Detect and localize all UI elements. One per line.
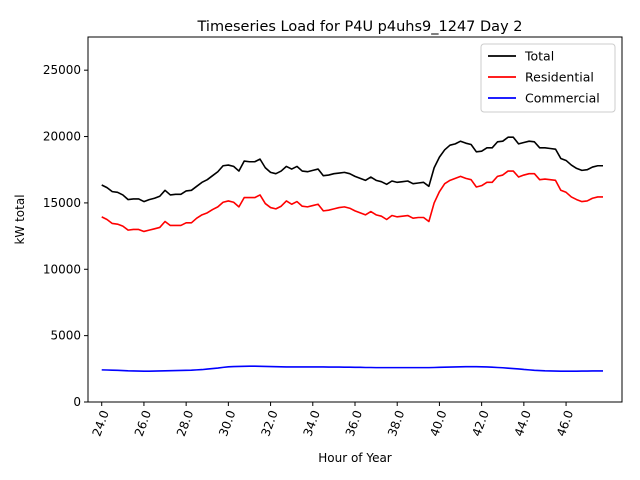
legend-box: [480, 43, 616, 113]
plot-frame: [87, 36, 623, 403]
series-line-commercial: [101, 365, 603, 373]
y-tick-label: 0: [73, 395, 81, 409]
y-tick-label: 5000: [50, 329, 81, 343]
y-axis-label: kW total: [13, 194, 27, 244]
series-line-residential: [101, 170, 603, 233]
legend: Total Residential Commercial: [480, 43, 616, 113]
legend-label-commercial: Commercial: [525, 91, 600, 106]
series-line-total: [101, 136, 603, 203]
y-tick-label: 25000: [43, 63, 81, 77]
series-layer: [101, 136, 603, 373]
chart-title: Timeseries Load for P4U p4uhs9_1247 Day …: [197, 19, 523, 35]
legend-label-residential: Residential: [525, 70, 594, 85]
y-tick-label: 15000: [43, 196, 81, 210]
y-axis: 0 5000 10000 15000 20000 25000: [43, 63, 88, 409]
y-tick-label: 20000: [43, 130, 81, 144]
legend-label-total: Total: [524, 49, 554, 64]
x-axis-label: Hour of Year: [318, 451, 392, 465]
y-tick-label: 10000: [43, 262, 81, 276]
